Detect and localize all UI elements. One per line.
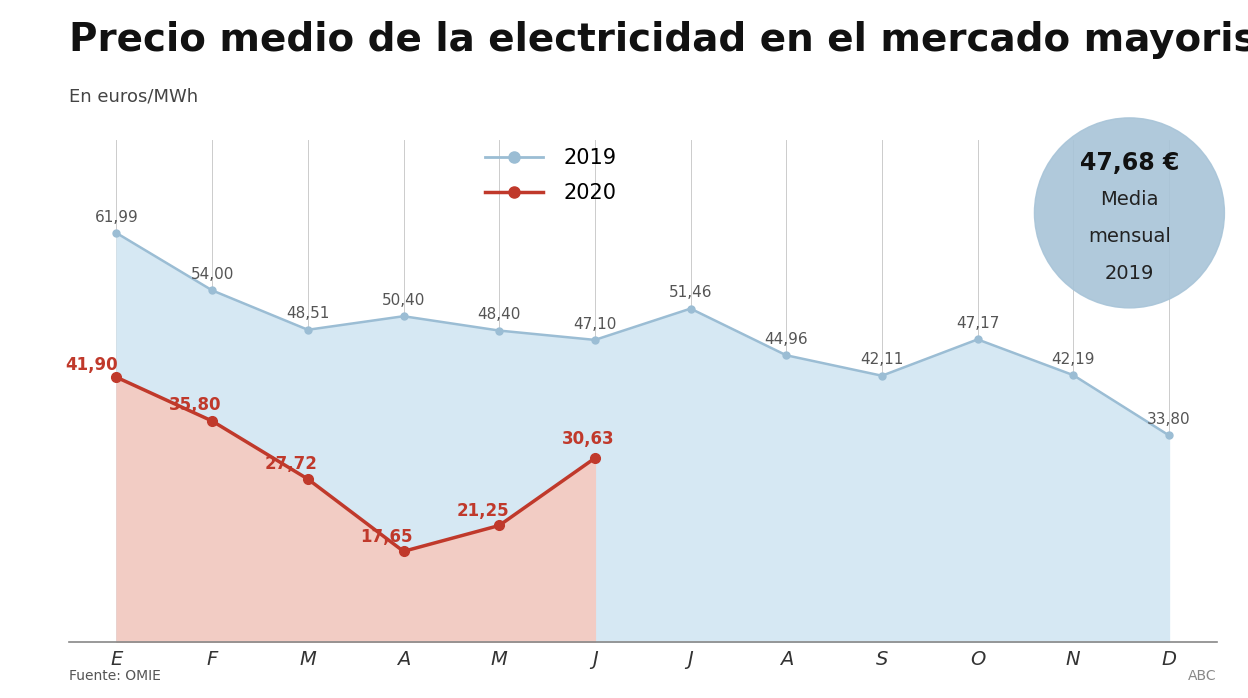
2020 [492,521,507,530]
Text: 51,46: 51,46 [669,285,713,300]
2019 [970,335,985,343]
Text: 33,80: 33,80 [1147,412,1191,427]
Legend: 2019, 2020: 2019, 2020 [477,140,625,211]
2019 [875,371,890,380]
2019 [109,229,124,237]
2020 [588,454,603,462]
Text: 50,40: 50,40 [382,293,426,308]
Text: 35,80: 35,80 [170,396,222,414]
Text: 41,90: 41,90 [65,357,117,374]
2020 [396,547,411,556]
Text: mensual: mensual [1088,227,1171,246]
2019 [1162,431,1177,440]
2019 [205,286,220,295]
2019 [301,325,316,334]
Text: 30,63: 30,63 [562,431,614,448]
2020 [205,417,220,425]
Line: 2020: 2020 [111,372,600,556]
Text: 47,17: 47,17 [956,316,1000,331]
Text: 47,10: 47,10 [573,317,617,332]
2019 [396,312,411,320]
Line: 2019: 2019 [114,230,1172,439]
Text: ABC: ABC [1188,669,1217,683]
2020 [109,373,124,381]
Text: En euros/MWh: En euros/MWh [69,87,197,105]
2019 [492,327,507,335]
Text: 61,99: 61,99 [95,209,139,225]
Text: 17,65: 17,65 [361,528,413,546]
2019 [588,336,603,344]
Text: 42,19: 42,19 [1052,352,1094,367]
Text: 42,11: 42,11 [860,352,904,367]
Text: 21,25: 21,25 [457,502,509,520]
Text: Fuente: OMIE: Fuente: OMIE [69,669,161,683]
Text: 27,72: 27,72 [265,456,317,473]
Text: Media: Media [1101,190,1158,209]
Text: 48,51: 48,51 [286,306,329,322]
Text: Precio medio de la electricidad en el mercado mayorista: Precio medio de la electricidad en el me… [69,21,1248,59]
Text: 44,96: 44,96 [765,332,807,347]
Text: 54,00: 54,00 [191,267,233,282]
2019 [779,351,794,359]
2020 [301,475,316,483]
2019 [1066,371,1081,379]
Text: 47,68 €: 47,68 € [1080,151,1179,174]
2019 [683,304,698,313]
Text: 48,40: 48,40 [478,307,520,322]
Text: 2019: 2019 [1104,264,1154,283]
